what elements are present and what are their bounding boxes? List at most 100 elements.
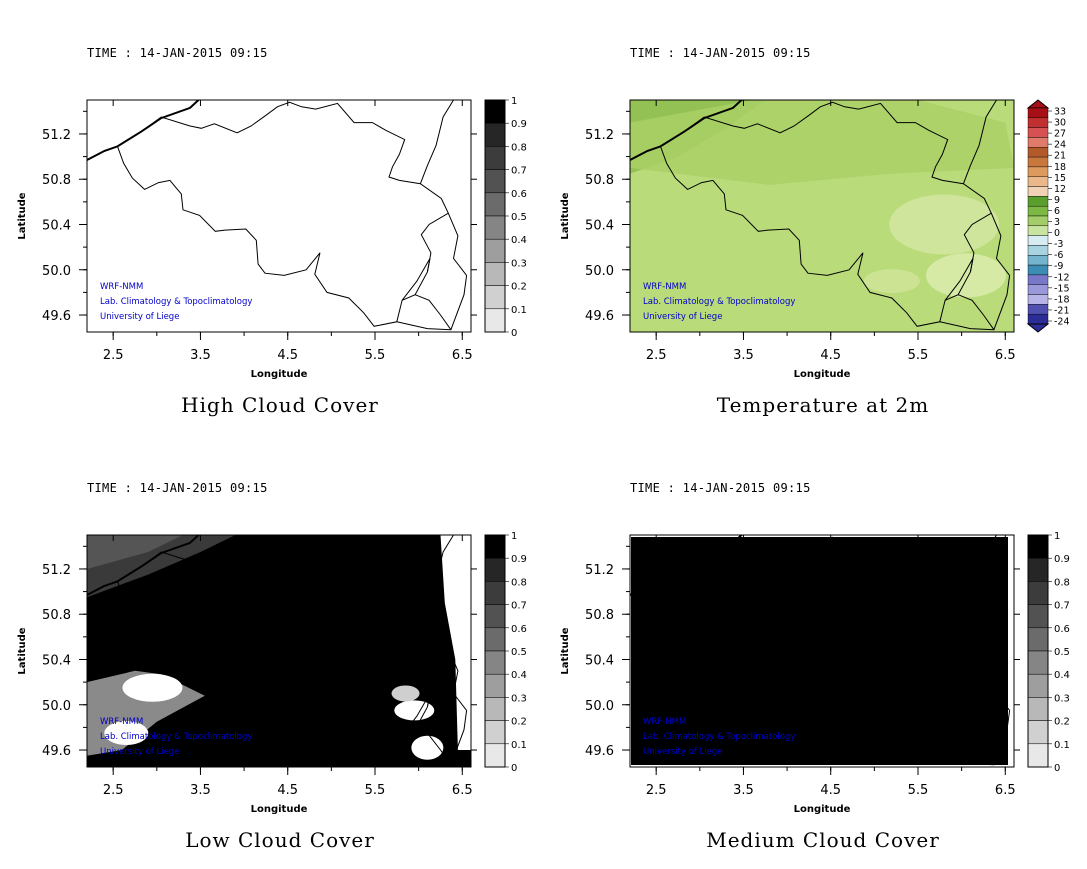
colorbar-label: -12 xyxy=(1054,272,1070,283)
colorbar-segment xyxy=(484,557,506,582)
chart-title: Low Cloud Cover xyxy=(185,828,375,852)
colorbar-label: 0.7 xyxy=(511,166,527,177)
colorbar-label: 0.7 xyxy=(1054,601,1070,612)
credit-line: University of Liege xyxy=(643,747,722,757)
colorbar-label: 0.2 xyxy=(511,282,527,293)
credit-line: WRF-NMM xyxy=(100,717,143,727)
high-cloud-cover-panel: TIME : 14-JAN-2015 09:15 WRF-NMM Lab. Cli… xyxy=(0,0,543,434)
low-cloud-clear-se xyxy=(394,700,435,721)
colorbar-segment xyxy=(1027,215,1049,227)
colorbar-segment xyxy=(1027,557,1049,582)
y-tick-label: 50.4 xyxy=(585,218,614,233)
colorbar: 1 0.9 0.8 0.7 0.6 0.5 0.4 0.3 0.2 0.1 0 xyxy=(484,531,527,774)
colorbar-segment xyxy=(1027,604,1049,629)
border-netherlands xyxy=(962,535,997,619)
map-boundaries xyxy=(630,100,1011,331)
y-tick-label: 49.6 xyxy=(585,744,614,759)
x-tick-label: 4.5 xyxy=(277,783,298,798)
colorbar-label: 0 xyxy=(511,763,517,774)
y-tick-label: 50.4 xyxy=(42,653,71,668)
y-axis: 51.2 50.8 50.4 50.0 49.6 xyxy=(585,110,1020,324)
chart-title: Medium Cloud Cover xyxy=(706,828,940,852)
colorbar-segment xyxy=(1027,697,1049,721)
colorbar: 1 0.9 0.8 0.7 0.6 0.5 0.4 0.3 0.2 0.1 0 xyxy=(1027,531,1070,774)
temperature-plot: WRF-NMM Lab. Climatology & Topoclimatolog… xyxy=(560,99,1070,380)
x-tick-label: 3.5 xyxy=(733,348,754,363)
colorbar-label: 0.3 xyxy=(511,258,527,269)
colorbar-label: 0.9 xyxy=(1054,554,1070,565)
temperature-field-north xyxy=(630,100,1014,185)
colorbar-triangle-bottom xyxy=(1026,323,1050,333)
y-tick-label: 50.8 xyxy=(585,608,614,623)
temperature-field-cool-s xyxy=(863,269,920,294)
plot-frame xyxy=(86,534,472,768)
x-tick-label: 2.5 xyxy=(646,348,667,363)
x-axis-label: Longitude xyxy=(794,369,851,380)
colorbar-label: 0 xyxy=(511,328,517,339)
x-tick-label: 2.5 xyxy=(103,348,124,363)
field-layer: WRF-NMM Lab. Climatology & Topoclimatolog… xyxy=(630,100,1014,332)
y-axis-label: Latitude xyxy=(17,627,28,674)
colorbar-segment xyxy=(1027,166,1049,177)
border-germany xyxy=(447,648,467,711)
colorbar-label: 3 xyxy=(1054,217,1060,228)
colorbar-label: 0.6 xyxy=(511,189,527,200)
low-cloud-cover-panel: TIME : 14-JAN-2015 09:15 WRF-NMM Lab. Cli… xyxy=(0,435,543,869)
y-axis: 51.2 50.8 50.4 50.0 49.6 xyxy=(585,545,1020,759)
x-tick-label: 3.5 xyxy=(733,783,754,798)
y-tick-label: 50.4 xyxy=(585,653,614,668)
colorbar-label: 1 xyxy=(511,531,517,542)
belgium-border xyxy=(117,101,449,327)
field-layer: WRF-NMM Lab. Climatology & Topoclimatolog… xyxy=(87,100,468,331)
coastline xyxy=(87,535,201,596)
colorbar: 1 0.9 0.8 0.7 0.6 0.5 0.4 0.3 0.2 0.1 0 xyxy=(484,96,527,339)
colorbar-segment xyxy=(484,627,506,652)
border-luxembourg xyxy=(939,275,1011,331)
coastline xyxy=(87,100,201,161)
colorbar-label: 0.1 xyxy=(511,740,527,751)
colorbar-segment xyxy=(1027,534,1049,559)
medium-cloud-cover-panel: TIME : 14-JAN-2015 09:15 WRF-NMM Lab. Cli… xyxy=(543,435,1086,869)
y-tick-label: 49.6 xyxy=(42,744,71,759)
x-axis-label: Longitude xyxy=(251,804,308,815)
colorbar-segment xyxy=(1027,720,1049,745)
credit-line: WRF-NMM xyxy=(100,282,143,292)
belgium-border xyxy=(660,101,992,327)
colorbar-label: 0.8 xyxy=(511,577,527,588)
border-netherlands xyxy=(419,100,454,184)
y-tick-label: 50.0 xyxy=(585,264,614,279)
y-tick-label: 51.2 xyxy=(585,563,614,578)
colorbar-segment xyxy=(1027,117,1049,128)
low-cloud-cover-plot: WRF-NMM Lab. Climatology & Topoclimatolog… xyxy=(17,531,527,815)
colorbar-segment xyxy=(1027,627,1049,652)
colorbar-segment xyxy=(484,604,506,629)
colorbar-segment xyxy=(1027,245,1049,256)
low-cloud-clear-sw2 xyxy=(104,721,149,746)
colorbar-label: 21 xyxy=(1054,151,1066,162)
border-netherlands xyxy=(962,100,997,184)
border-luxembourg-inner xyxy=(401,693,431,736)
colorbar-label: 0.9 xyxy=(511,119,527,130)
colorbar-segment xyxy=(1027,107,1049,119)
colorbar-segment xyxy=(484,99,506,124)
x-tick-label: 5.5 xyxy=(908,783,929,798)
colorbar-segment xyxy=(1027,264,1049,276)
colorbar: 33302724211815129630-3-6-9-12-15-18-21-2… xyxy=(1026,99,1070,333)
colorbar-label: 0 xyxy=(1054,763,1060,774)
colorbar-segment xyxy=(484,238,506,263)
colorbar-label: 1 xyxy=(1054,531,1060,542)
colorbar-label: 0.6 xyxy=(1054,624,1070,635)
colorbar-label: 0.2 xyxy=(1054,717,1070,728)
colorbar-label: 0.4 xyxy=(511,670,527,681)
x-axis: 2.5 3.5 4.5 5.5 6.5 xyxy=(103,100,473,363)
colorbar-segment xyxy=(1027,304,1049,315)
y-tick-label: 50.0 xyxy=(42,699,71,714)
colorbar-segment xyxy=(484,673,506,698)
colorbar-label: 0.7 xyxy=(511,601,527,612)
border-france xyxy=(957,294,995,330)
belgium-border xyxy=(660,536,992,762)
belgium-border xyxy=(117,536,449,762)
x-tick-label: 3.5 xyxy=(190,783,211,798)
field-layer: WRF-NMM Lab. Climatology & Topoclimatolog… xyxy=(87,535,471,767)
border-luxembourg-inner xyxy=(944,693,974,736)
